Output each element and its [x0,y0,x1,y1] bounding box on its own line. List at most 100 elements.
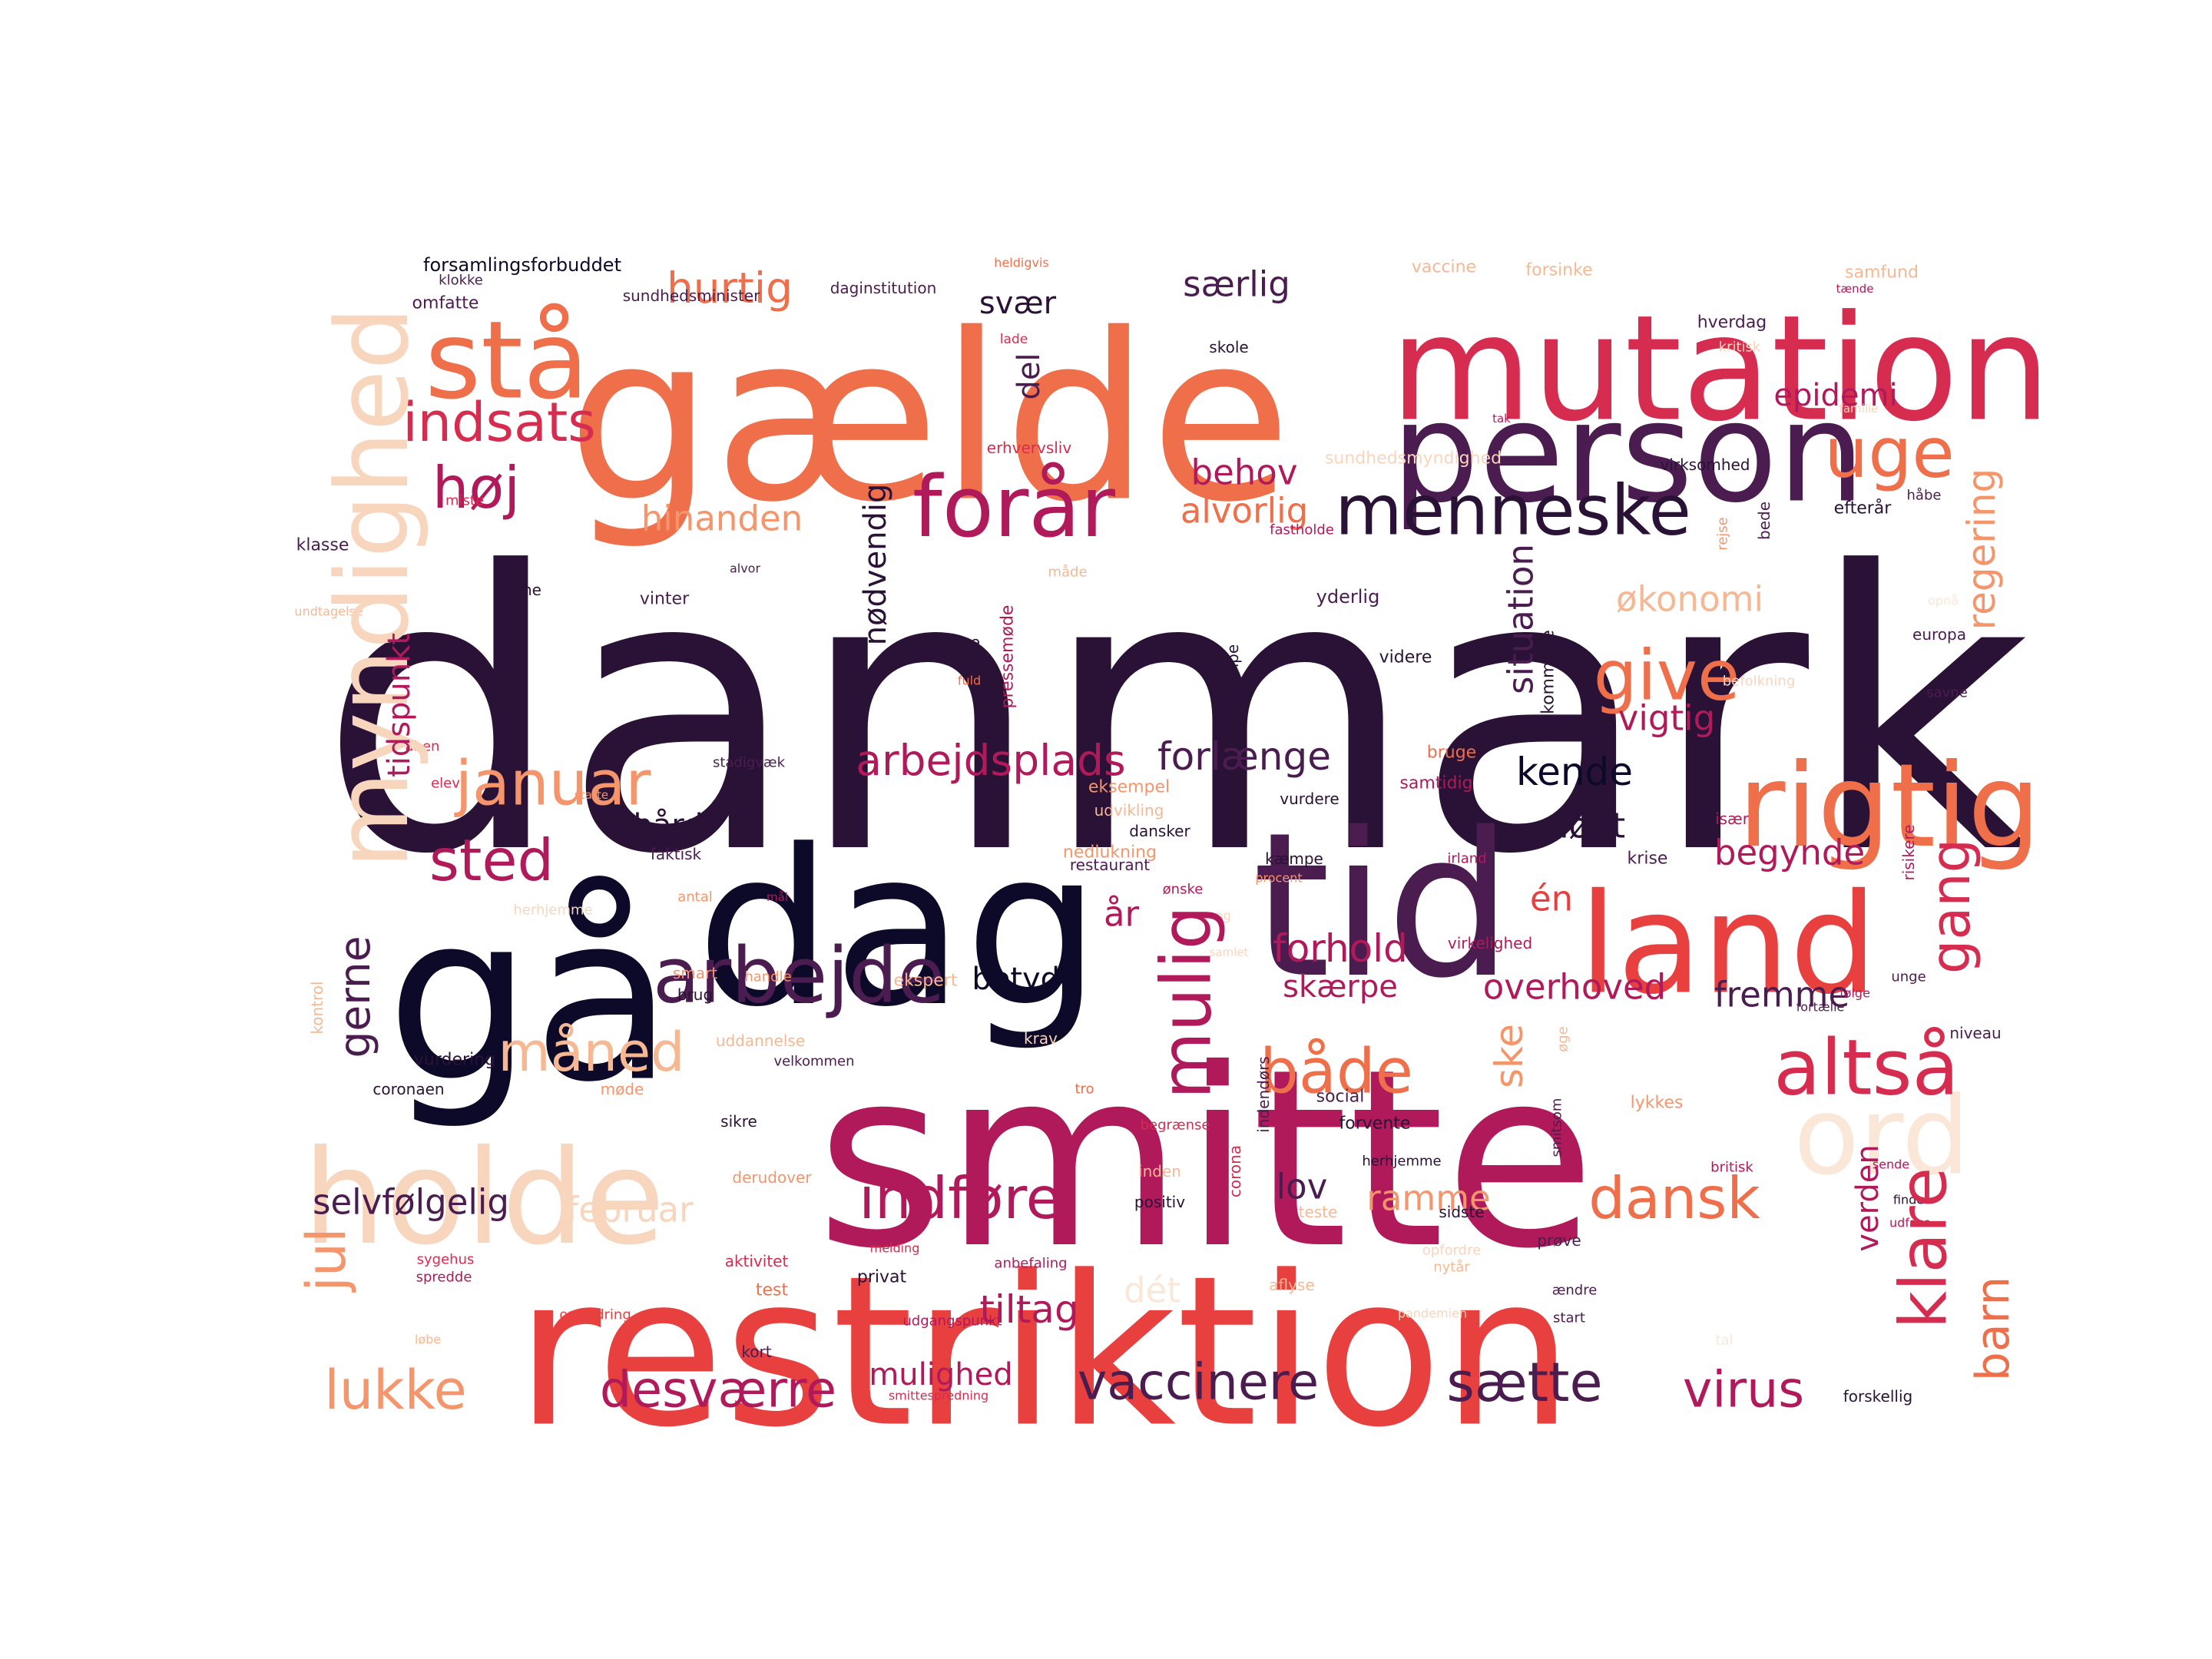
word-sundhedsminister: sundhedsminister [623,286,760,305]
word-social: social [1316,1088,1365,1107]
word-håbe: håbe [1907,488,1942,504]
word-opnå: opnå [1928,594,1959,608]
word-spredde: spredde [416,1270,472,1286]
word-krise: krise [1628,849,1668,869]
word-nedlukning: nedlukning [1063,843,1157,863]
word-undtagelse: undtagelse [294,604,363,619]
word-udgangspunkt: udgangspunkt [902,1313,1002,1330]
word-hurtig: hurtig [667,263,793,313]
word-mål: mål [767,890,788,904]
word-hverdag: hverdag [1697,313,1767,333]
word-samlet: samlet [1210,945,1249,959]
word-mulig: mulig [1147,906,1227,1099]
word-herhjemme: herhjemme [513,902,592,919]
word-følge: følge [1839,986,1870,1001]
word-vurdere: vurdere [1280,790,1339,808]
word-daginstitution: daginstitution [830,279,937,297]
word-opfordre: opfordre [1422,1243,1481,1259]
word-smitsom: smitsom [1549,1098,1565,1157]
word-opfordring: opfordring [559,1307,631,1323]
word-nødvendig: nødvendig [858,484,893,646]
word-hård: hård [634,808,704,843]
word-dét: dét [1124,1270,1181,1311]
word-holde: holde [303,1122,664,1274]
word-begrænse: begrænse [1141,1118,1210,1134]
word-skole: skole [1209,338,1248,356]
word-åben: åben [406,739,440,755]
word-klare: klare [1886,1167,1962,1329]
word-måde: måde [1048,565,1087,581]
word-sende: sende [1873,1157,1909,1172]
word-nødt: nødt [1547,806,1625,846]
word-gå: gå [386,865,674,1133]
word-lade: lade [1000,332,1028,347]
word-løbe: løbe [415,1333,441,1347]
word-omgang: omgang [1181,909,1231,923]
word-test: test [756,1281,789,1300]
word-person: person [1392,373,1866,534]
word-nytår: nytår [1433,1260,1470,1276]
word-heldigvis: heldigvis [994,256,1048,270]
word-ske: ske [1487,1024,1532,1088]
word-melding: melding [870,1241,920,1256]
word-risikere: risikere [1899,824,1918,880]
word-restriktion: restriktion [515,1231,1573,1473]
word-stadigvæk: stadigvæk [713,755,786,771]
word-pressemøde: pressemøde [998,605,1018,709]
word-altså: altså [1773,1023,1959,1113]
word-forskellig: forskellig [1843,1387,1912,1406]
word-teste: teste [1299,1203,1338,1221]
word-arbejde: arbejde [653,931,945,1021]
word-fastholde: fastholde [1270,522,1334,538]
word-februar: februar [566,1190,694,1230]
word-vaccinere: vaccinere [1078,1354,1319,1412]
word-bruge: bruge [1427,743,1476,763]
word-prøve: prøve [1537,1231,1581,1250]
word-tid: tid [1252,790,1512,1022]
word-udfase: udfase [1889,1216,1931,1230]
word-forsinke: forsinke [1525,261,1592,280]
word-vurdering: vurdering [414,1051,495,1070]
word-svær: svær [979,286,1057,321]
word-tro: tro [1075,1081,1094,1098]
word-måned: måned [498,1021,685,1084]
word-gælde: gælde [567,285,1291,553]
word-samfund: samfund [1845,263,1919,283]
word-mulighed: mulighed [869,1357,1012,1392]
word-corona: corona [1226,1145,1244,1197]
word-ekspert: ekspert [894,972,958,991]
word-starte: starte [575,788,608,802]
word-år: år [1104,894,1140,935]
word-indføre: indføre [859,1164,1061,1232]
word-europa: europa [1912,625,1966,644]
word-januar: januar [454,748,651,820]
word-vej: vej [837,707,860,725]
word-land: land [1579,865,1878,1025]
word-kritisk: kritisk [1719,339,1761,356]
word-jul: jul [295,1227,358,1293]
word-irland: irland [1447,851,1486,867]
word-anbefaling: anbefaling [994,1256,1067,1272]
word-skærpe: skærpe [1283,969,1398,1005]
word-gang: gang [1919,839,1982,974]
word-krav: krav [1024,1029,1058,1048]
word-britisk: britisk [1710,1160,1753,1176]
word-tak: tak [1492,412,1511,426]
word-lempe: lempe [1224,644,1242,692]
word-gerne: gerne [330,935,379,1058]
word-smitte: smitte [816,1017,1595,1303]
word-give: give [1594,636,1740,717]
word-inden: inden [1138,1162,1181,1181]
word-barn: barn [1966,1277,2020,1382]
word-erhvervsliv: erhvervsliv [987,439,1072,457]
word-ord: ord [1793,1075,1970,1200]
word-fuld: fuld [958,674,981,688]
word-verden: verden [1850,1144,1886,1251]
word-ændre: ændre [1552,1283,1598,1299]
word-virksomhed: virksomhed [1660,455,1750,474]
word-særlig: særlig [1183,264,1290,305]
word-kæmpe: kæmpe [1265,849,1323,868]
